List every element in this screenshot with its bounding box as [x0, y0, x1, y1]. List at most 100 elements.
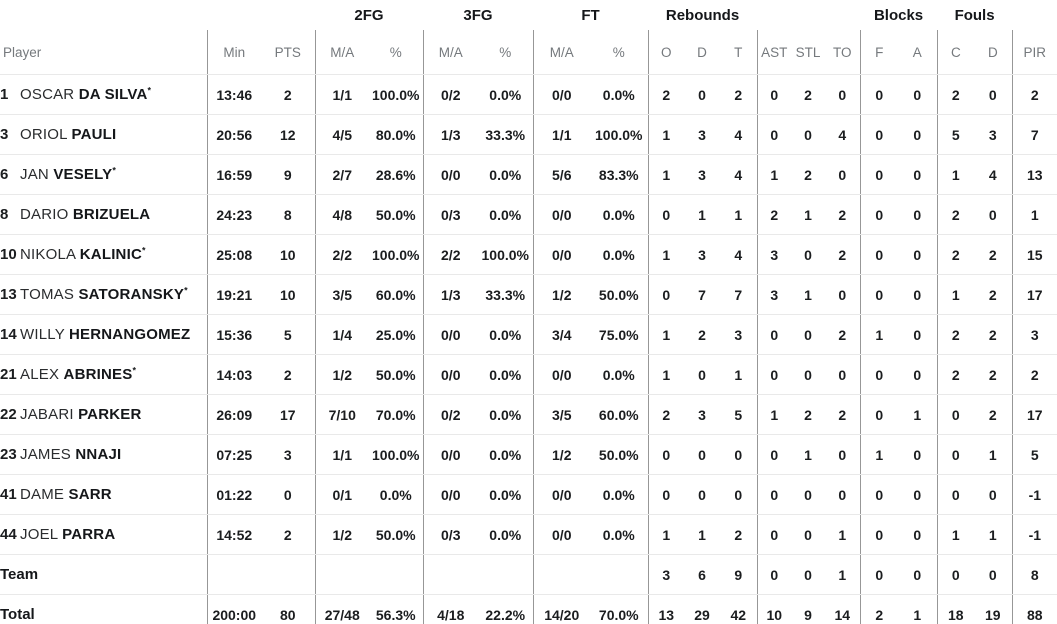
jersey-number: 10 [0, 246, 17, 263]
cell-reb-t: 7 [720, 274, 758, 315]
cell-fg3-ma: 1/3 [422, 114, 478, 155]
cell-ast: 0 [756, 554, 792, 595]
cell-blk-f: 0 [859, 514, 899, 555]
cell-to: 0 [825, 434, 861, 475]
player-first-name: WILLY [20, 326, 69, 343]
cell-foul-d: 2 [974, 274, 1013, 315]
cell-blk-a: 0 [898, 434, 938, 475]
cell-ast: 1 [756, 154, 792, 195]
cell-reb-o: 2 [647, 74, 685, 115]
cell-reb-t: 4 [720, 234, 758, 275]
cell-ft-pct: 0.0% [590, 354, 649, 395]
player-first-name: JOEL [20, 526, 63, 543]
cell-fg2-pct: 60.0% [369, 274, 423, 315]
cell-fg2-pct: 100.0% [369, 74, 423, 115]
column-header-ft-ma: M/A [532, 30, 590, 75]
cell-blk-f: 0 [859, 474, 899, 515]
cell-fg3-pct: 0.0% [478, 394, 533, 435]
jersey-number: 13 [0, 286, 17, 303]
cell-blk-a: 1 [913, 606, 922, 623]
player-name-cell: 14 WILLY HERNANGOMEZ [0, 314, 207, 355]
cell-foul-d: 1 [974, 434, 1013, 475]
player-last-name: SATORANSKY [78, 286, 185, 303]
cell-reb-o: 1 [647, 354, 685, 395]
cell-fg2-pct: 80.0% [369, 114, 423, 155]
cell-reb-d: 29 [694, 606, 710, 623]
cell-ft-pct: 0.0% [590, 474, 649, 515]
player-last-name: DA SILVA [78, 86, 148, 103]
cell-fg3-pct: 0.0% [478, 194, 533, 235]
cell-to: 0 [825, 354, 861, 395]
cell-stl: 1 [791, 194, 826, 235]
cell-foul-c: 0 [936, 434, 975, 475]
cell-ast: 2 [756, 194, 792, 235]
cell-foul-c: 1 [936, 154, 975, 195]
cell-reb-d: 7 [684, 274, 721, 315]
cell-fg2-ma: 3/5 [314, 274, 369, 315]
cell-min: 01:22 [206, 474, 261, 515]
cell-blk-a: 0 [898, 114, 938, 155]
cell-foul-c: 2 [936, 314, 975, 355]
cell-stl: 0 [791, 554, 826, 595]
cell-ft-ma: 3/5 [532, 394, 590, 435]
group-header-spacer [207, 0, 315, 30]
cell-fg2-pct: 100.0% [369, 234, 423, 275]
cell-foul-c: 2 [936, 74, 975, 115]
player-name-cell: 3 ORIOL PAULI [0, 114, 207, 155]
player-first-name: JAMES [20, 446, 76, 463]
cell-fg2-pct: 25.0% [369, 314, 423, 355]
cell-fg2-ma: 2/2 [314, 234, 369, 275]
cell-pts: 10 [261, 274, 315, 315]
jersey-number: 44 [0, 526, 17, 543]
cell-blk-a: 0 [898, 474, 938, 515]
player-row: 21 ALEX ABRINES* 14:03 2 1/2 50.0% 0/0 0.0% 0/0 0… [0, 354, 1057, 395]
cell-ft-pct: 0.0% [590, 514, 649, 555]
cell-fg2-ma: 1/4 [314, 314, 369, 355]
group-header-blocks: Blocks [873, 6, 924, 24]
cell-foul-d: 2 [974, 234, 1013, 275]
cell-to: 1 [825, 554, 861, 595]
player-row: 23 JAMES NNAJI 07:25 3 1/1 100.0% 0/0 0.0% 1/2 50… [0, 434, 1057, 475]
cell-foul-d: 2 [974, 354, 1013, 395]
group-header-spacer [1012, 0, 1057, 30]
cell-foul-d: 3 [974, 114, 1013, 155]
cell-pts: 2 [261, 354, 315, 395]
cell-ft-pct: 75.0% [590, 314, 649, 355]
group-header-2fg: 2FG [354, 6, 384, 24]
column-header-blk-f: F [859, 30, 899, 75]
cell-blk-a: 0 [898, 74, 938, 115]
cell-fg3-pct: 22.2% [485, 606, 526, 623]
cell-reb-o: 0 [647, 434, 685, 475]
cell-pts: 12 [261, 114, 315, 155]
player-row: 1 OSCAR DA SILVA* 13:46 2 1/1 100.0% 0/2 0.0% 0/… [0, 74, 1057, 115]
player-row: 13 TOMAS SATORANSKY* 19:21 10 3/5 60.0% 1/3 33.… [0, 274, 1057, 315]
cell-foul-d: 19 [985, 606, 1001, 623]
cell-stl: 0 [791, 114, 826, 155]
cell-to: 2 [825, 314, 861, 355]
starter-mark: * [142, 245, 146, 256]
cell-pir: 7 [1011, 114, 1057, 155]
cell-stl: 0 [791, 474, 826, 515]
cell-fg2-ma [314, 554, 369, 595]
cell-pts: 80 [279, 606, 296, 623]
cell-foul-c: 1 [936, 514, 975, 555]
cell-fg3-ma: 4/18 [422, 594, 478, 624]
cell-reb-o: 1 [647, 114, 685, 155]
cell-stl: 2 [791, 154, 826, 195]
player-last-name: ABRINES [63, 366, 133, 383]
player-row: 10 NIKOLA KALINIC* 25:08 10 2/2 100.0% 2/2 100.… [0, 234, 1057, 275]
cell-to: 2 [825, 394, 861, 435]
cell-ast: 0 [756, 114, 792, 155]
cell-min: 16:59 [206, 154, 261, 195]
total-row: Total 200:00 80 27/48 56.3% 4/18 22.2% 14/20 70.… [0, 594, 1057, 624]
player-name-cell: 10 NIKOLA KALINIC* [0, 234, 207, 275]
starter-mark: * [132, 365, 136, 376]
cell-ft-pct: 60.0% [590, 394, 649, 435]
column-header-player: Player [0, 30, 207, 75]
cell-foul-d: 4 [974, 154, 1013, 195]
cell-min: 14:03 [206, 354, 261, 395]
cell-ft-pct: 50.0% [590, 274, 649, 315]
player-row: 6 JAN VESELY* 16:59 9 2/7 28.6% 0/0 0.0% 5/6 83.3… [0, 154, 1057, 195]
cell-blk-a: 0 [898, 234, 938, 275]
cell-reb-t: 0 [720, 434, 758, 475]
